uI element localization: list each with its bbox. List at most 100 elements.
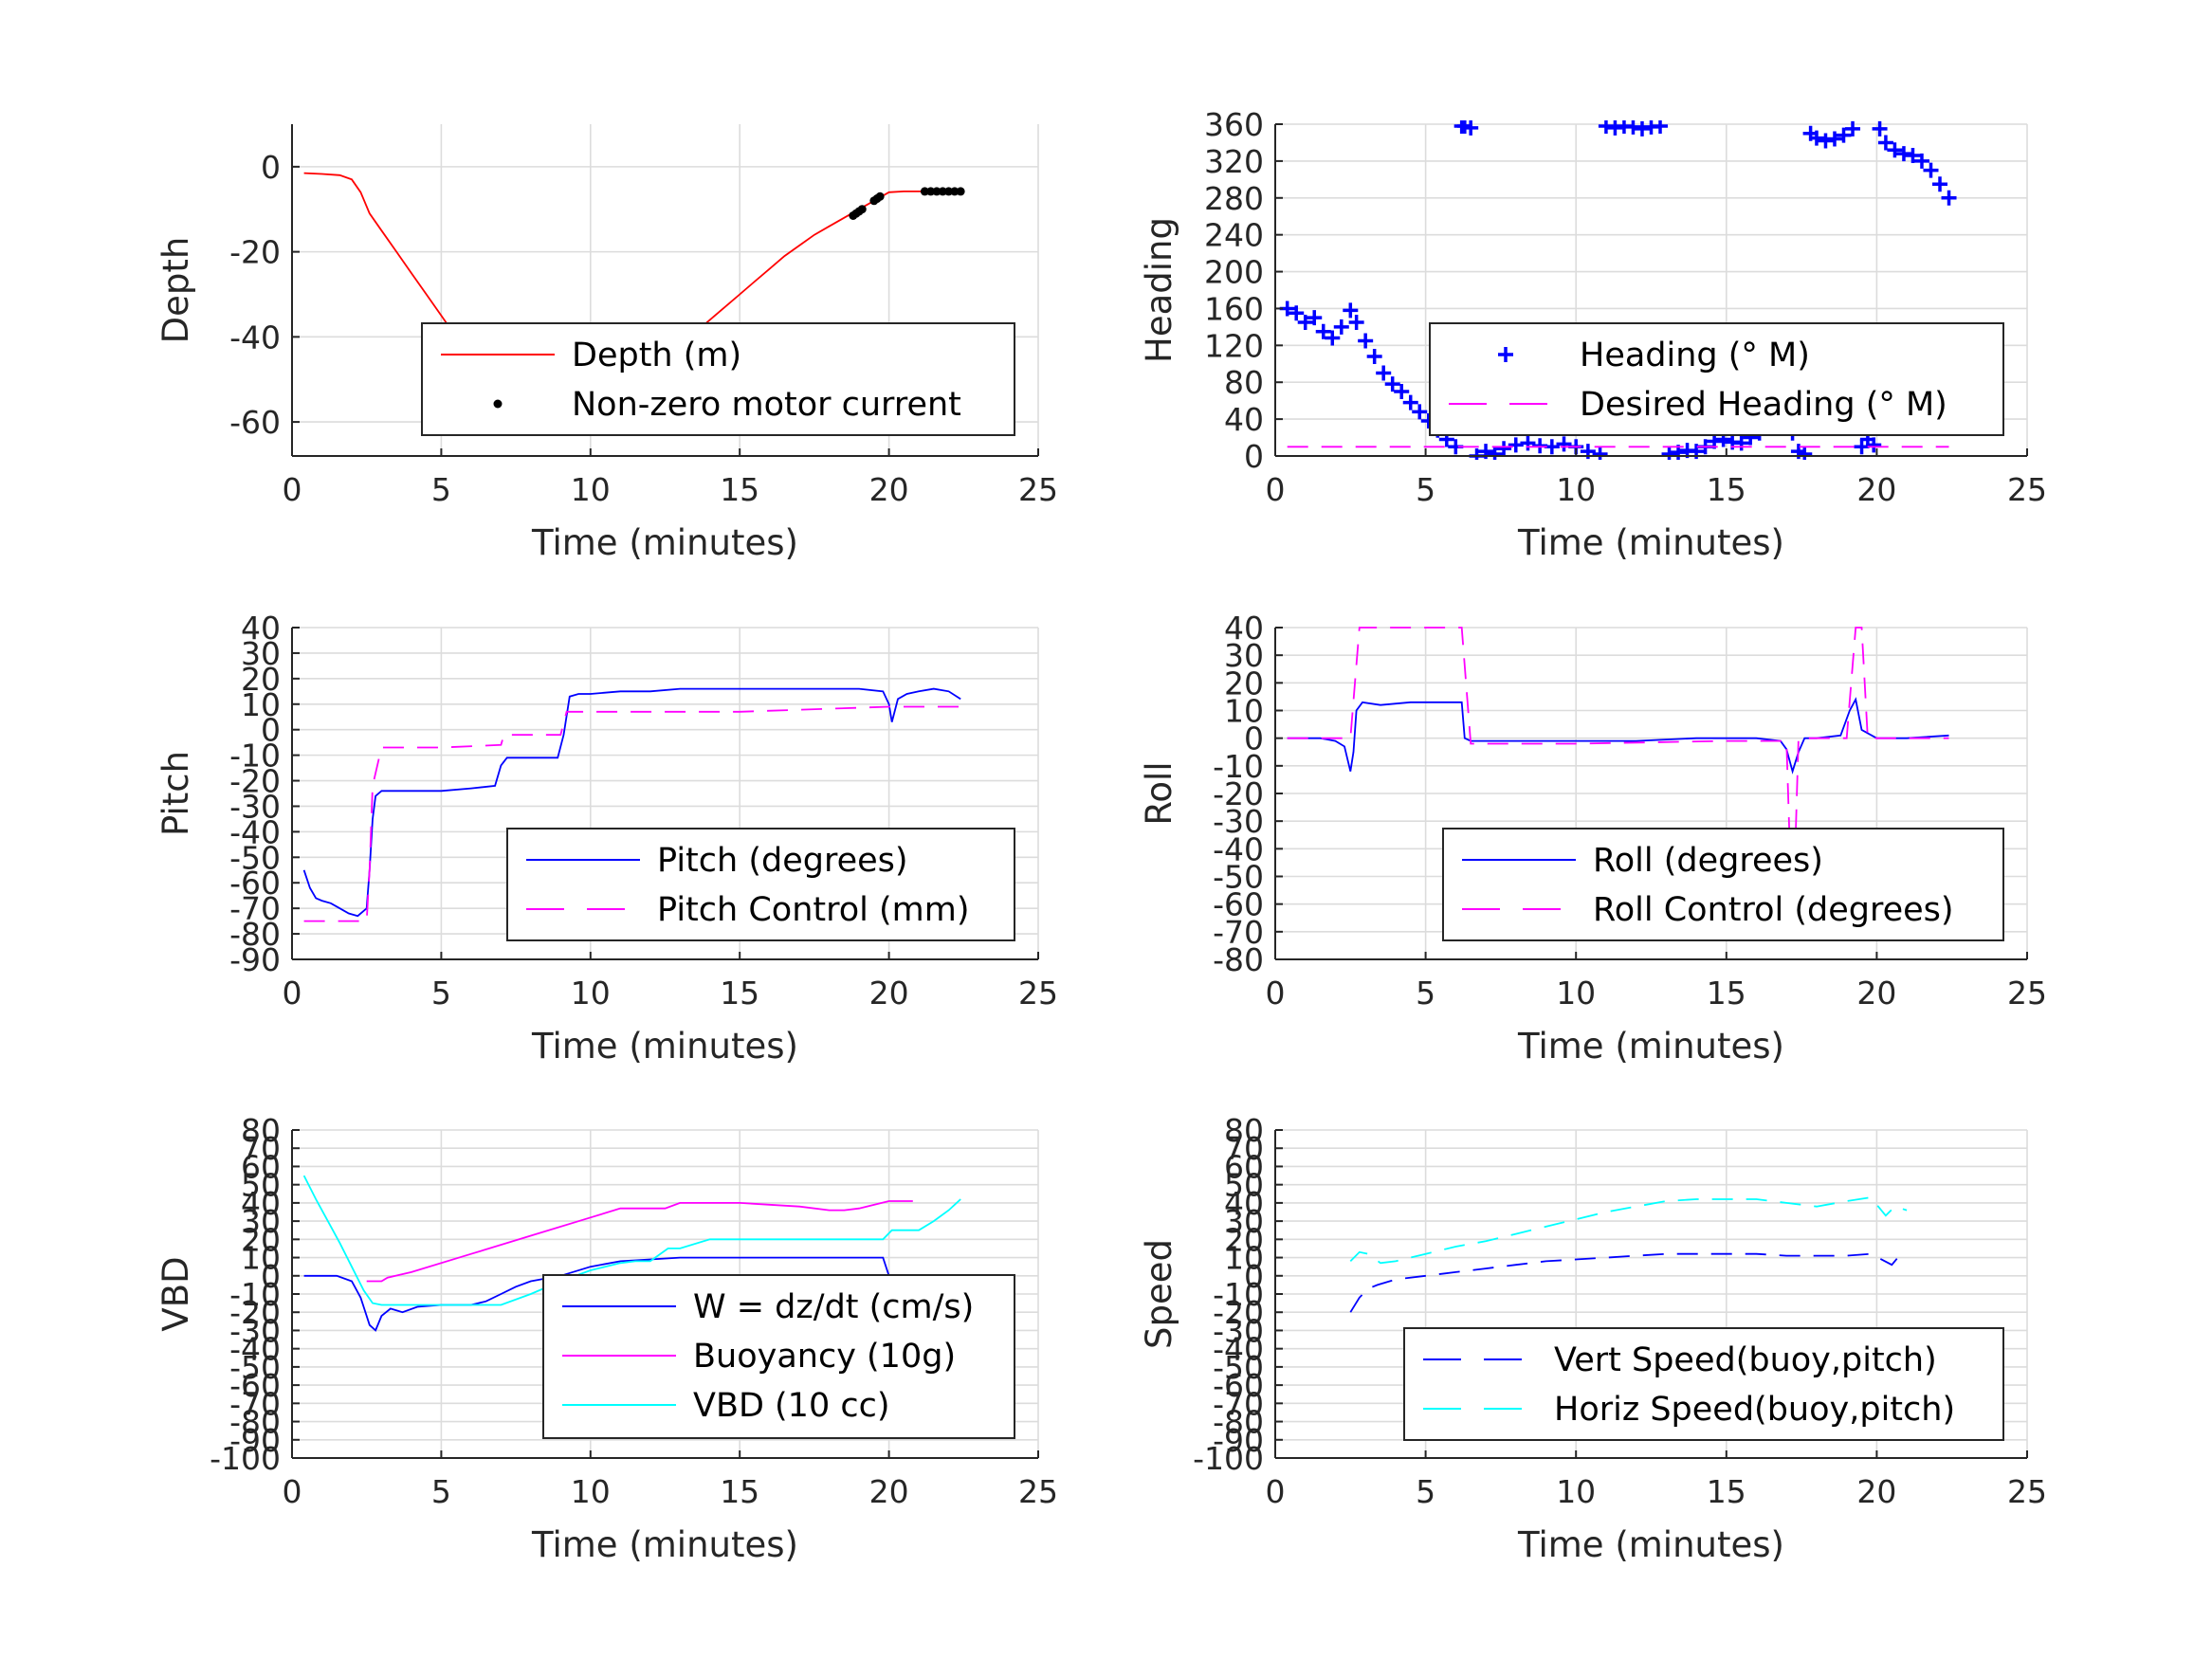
y-tick-label: 50 bbox=[241, 1167, 281, 1204]
x-tick-label: 15 bbox=[720, 1473, 759, 1510]
y-tick-label: -60 bbox=[229, 404, 281, 441]
heading-series-0-point bbox=[1845, 120, 1861, 137]
y-tick-label: 70 bbox=[1224, 1130, 1264, 1167]
y-tick-label: 320 bbox=[1204, 143, 1264, 180]
y-tick-label: -60 bbox=[229, 1367, 281, 1404]
x-axis-label: Time (minutes) bbox=[531, 522, 798, 563]
y-tick-label: -20 bbox=[1213, 1294, 1264, 1331]
y-tick-label: -70 bbox=[229, 1385, 281, 1422]
y-tick-label: 10 bbox=[1224, 1240, 1264, 1277]
y-tick-label: 0 bbox=[261, 712, 281, 749]
y-tick-label: -40 bbox=[1213, 1331, 1264, 1368]
x-tick-label: 15 bbox=[720, 975, 759, 1012]
roll-series-group bbox=[1287, 627, 1949, 839]
heading-series-0-point bbox=[1808, 130, 1824, 146]
x-tick-label: 20 bbox=[869, 1473, 909, 1510]
y-tick-label: 80 bbox=[1224, 364, 1264, 401]
depth-series-1-point bbox=[938, 187, 947, 196]
x-axis-label: Time (minutes) bbox=[1517, 1026, 1784, 1066]
depth-series-1-point bbox=[956, 187, 965, 196]
heading-series-0-point bbox=[1661, 447, 1677, 460]
heading-series-0-point bbox=[1487, 447, 1503, 460]
x-tick-label: 20 bbox=[869, 471, 909, 508]
y-tick-label: -10 bbox=[229, 1276, 281, 1313]
x-tick-label: 0 bbox=[283, 471, 302, 508]
pitch-chart: 0 5 10 15 20 25-90-80-70-60-50-40-30-20-10010… bbox=[155, 610, 1058, 1066]
pitch-series-0-line bbox=[302, 687, 961, 918]
x-tick-label: 0 bbox=[1266, 975, 1286, 1012]
heading-series-0-point bbox=[1932, 176, 1948, 192]
heading-series-0-point bbox=[1325, 330, 1341, 346]
x-axis-label: Time (minutes) bbox=[1517, 1524, 1784, 1565]
depth-series-1-point bbox=[932, 187, 941, 196]
x-tick-label: 25 bbox=[1018, 471, 1058, 508]
y-tick-label: -100 bbox=[210, 1440, 281, 1477]
x-tick-label: 0 bbox=[1266, 471, 1286, 508]
heading-series-0-point bbox=[1913, 153, 1929, 169]
x-tick-label: 25 bbox=[1018, 1473, 1058, 1510]
y-tick-label: -90 bbox=[229, 1422, 281, 1459]
heading-series-0-point bbox=[1733, 435, 1749, 451]
legend-label: Pitch Control (mm) bbox=[657, 891, 969, 929]
legend-label: Roll Control (degrees) bbox=[1593, 891, 1954, 929]
y-tick-label: 30 bbox=[1224, 1203, 1264, 1240]
x-tick-label: 5 bbox=[431, 471, 451, 508]
vbd-series-0-line bbox=[303, 1256, 961, 1332]
vbd-series-1-line bbox=[366, 1200, 913, 1283]
legend-label: Heading (° M) bbox=[1580, 337, 1810, 374]
heading-legend: Heading (° M) Desired Heading (° M) bbox=[1429, 322, 2004, 436]
pitch-series-group bbox=[302, 687, 961, 922]
heading-series-0-point bbox=[1384, 376, 1400, 392]
heading-series-0-point bbox=[1463, 120, 1479, 136]
heading-series-0-point bbox=[1358, 333, 1374, 349]
y-tick-label: -40 bbox=[229, 319, 281, 356]
legend-label: Depth (m) bbox=[572, 337, 741, 374]
y-tick-label: 60 bbox=[1224, 1148, 1264, 1185]
x-tick-label: 25 bbox=[2007, 975, 2047, 1012]
heading-series-0-point bbox=[1872, 120, 1888, 137]
heading-series-0-point bbox=[1592, 447, 1608, 460]
y-tick-label: 40 bbox=[1224, 401, 1264, 438]
heading-series-0-point bbox=[1923, 162, 1939, 178]
y-tick-label: -80 bbox=[1213, 941, 1264, 978]
legend-box bbox=[421, 322, 1015, 436]
heading-series-0-point bbox=[1905, 148, 1921, 164]
legend-label: Pitch (degrees) bbox=[657, 842, 908, 880]
roll-series-0-line bbox=[1287, 697, 1949, 775]
y-axis-label: Pitch bbox=[155, 751, 196, 836]
speed-legend: Vert Speed(buoy,pitch) Horiz Speed(buoy,p… bbox=[1403, 1327, 2004, 1441]
x-tick-label: 20 bbox=[1856, 1473, 1896, 1510]
depth-legend: Depth (m) Non-zero motor current bbox=[421, 322, 1015, 436]
y-axis-label: Heading bbox=[1139, 217, 1179, 363]
y-tick-label: -20 bbox=[229, 763, 281, 800]
y-tick-label: 20 bbox=[241, 661, 281, 698]
y-tick-label: 40 bbox=[1224, 610, 1264, 647]
x-axis-label: Time (minutes) bbox=[1517, 522, 1784, 563]
y-tick-label: -60 bbox=[1213, 1367, 1264, 1404]
legend-box bbox=[506, 828, 1015, 941]
roll-chart: 0 5 10 15 20 25-80-70-60-50-40-30-20-10010203… bbox=[1139, 610, 2047, 1066]
y-tick-label: -50 bbox=[1213, 859, 1264, 896]
y-tick-label: 0 bbox=[1244, 438, 1264, 475]
y-tick-label: 30 bbox=[1224, 637, 1264, 674]
pitch-legend: Pitch (degrees) Pitch Control (mm) bbox=[506, 828, 1015, 941]
y-tick-label: -50 bbox=[229, 1349, 281, 1386]
x-tick-label: 15 bbox=[1707, 1473, 1746, 1510]
heading-series-0-point bbox=[1508, 437, 1524, 453]
y-tick-label: -20 bbox=[229, 234, 281, 271]
depth-series-1-point bbox=[857, 205, 867, 214]
y-tick-label: 20 bbox=[1224, 665, 1264, 702]
y-tick-label: 50 bbox=[1224, 1167, 1264, 1204]
heading-series-0-point bbox=[1941, 190, 1957, 206]
x-tick-label: 10 bbox=[571, 471, 611, 508]
heading-series-0-point bbox=[1376, 365, 1392, 381]
y-axis-label: Roll bbox=[1139, 761, 1179, 825]
y-tick-label: -100 bbox=[1193, 1440, 1264, 1477]
y-tick-label: -70 bbox=[229, 890, 281, 927]
x-axis-label: Time (minutes) bbox=[531, 1524, 798, 1565]
x-tick-label: 5 bbox=[431, 975, 451, 1012]
heading-series-0-point bbox=[1496, 441, 1512, 457]
heading-series-0-point bbox=[1315, 323, 1331, 339]
x-tick-label: 5 bbox=[1416, 975, 1435, 1012]
